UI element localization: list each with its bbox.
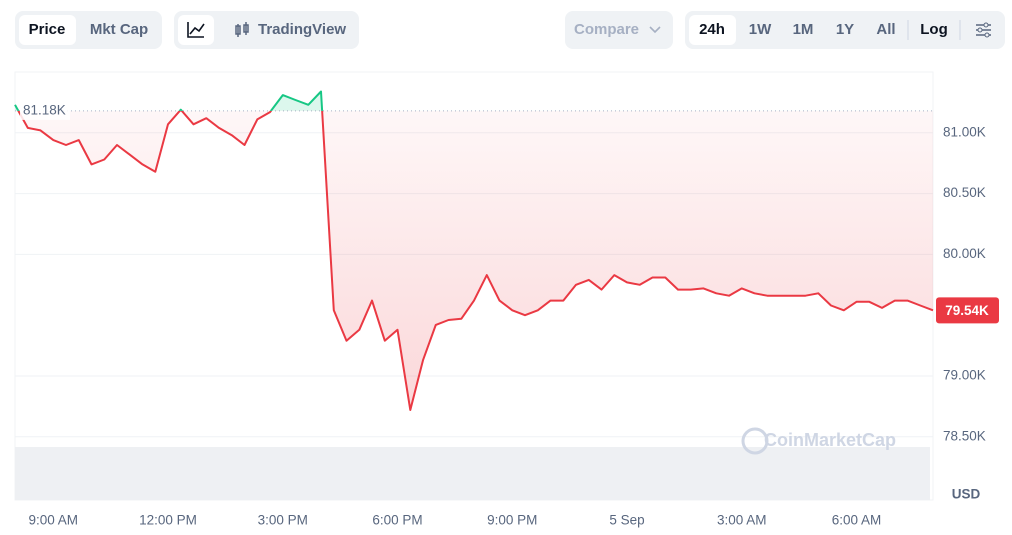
y-unit: USD [952,487,981,502]
x-tick-label: 9:00 AM [28,513,78,528]
y-tick-label: 80.50K [943,185,986,200]
compare-button[interactable] [565,11,673,49]
range-active [689,15,736,45]
compare-label: Compare [574,21,639,38]
settings-knob [984,32,990,38]
tab-price[interactable]: Price [29,21,66,38]
x-tick-label: 6:00 AM [832,513,882,528]
x-tick-label: 9:00 PM [487,513,537,528]
range-1w[interactable]: 1W [749,21,772,38]
x-tick-label: 6:00 PM [372,513,422,528]
settings-knob [977,27,983,33]
x-tick-label: 12:00 PM [139,513,197,528]
line-icon [187,22,205,38]
log-toggle[interactable]: Log [920,21,948,38]
line-style-button[interactable] [178,15,214,45]
range-24h[interactable]: 24h [699,21,725,38]
style-tabs [174,11,359,49]
settings-knob [983,22,989,28]
last-price-label: 79.54K [945,303,989,318]
last-price-marker [936,297,999,324]
x-tick-label: 5 Sep [609,513,644,528]
area-down [18,110,933,410]
volume-area [15,447,930,500]
range-all[interactable]: All [876,21,895,38]
tab-mkt-cap[interactable]: Mkt Cap [90,21,148,38]
range-1m[interactable]: 1M [793,21,814,38]
reference-label-bg [20,101,70,120]
y-tick-label: 80.00K [943,246,986,261]
range-tabs [685,11,1005,49]
watermark-logo [741,427,769,455]
tab-active [19,15,76,45]
chevron [649,26,661,34]
y-tick-label: 81.00K [943,124,986,139]
y-tick-label: 78.50K [943,428,986,443]
tradingview-tab[interactable]: TradingView [258,21,346,38]
y-tick-label: 79.00K [943,368,986,383]
x-tick-label: 3:00 AM [717,513,767,528]
watermark: CoinMarketCap [764,430,896,450]
price-line-down [17,110,934,411]
x-tick-label: 3:00 PM [258,513,308,528]
range-1y[interactable]: 1Y [836,21,854,38]
candle-icon [235,22,249,37]
reference-label: 81.18K [23,102,66,117]
